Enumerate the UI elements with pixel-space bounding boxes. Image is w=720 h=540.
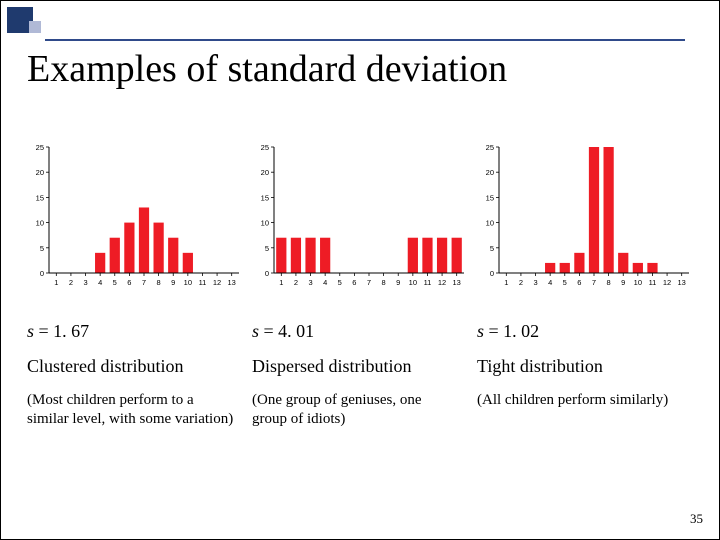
svg-text:5: 5 xyxy=(490,244,494,253)
svg-text:8: 8 xyxy=(157,278,161,287)
svg-text:10: 10 xyxy=(261,219,269,228)
svg-text:0: 0 xyxy=(265,269,269,278)
histogram-1: 051015202512345678910111213 xyxy=(252,141,468,291)
caption-col-1: s = 4. 01 Dispersed distribution (One gr… xyxy=(252,321,468,429)
svg-text:3: 3 xyxy=(533,278,537,287)
svg-text:12: 12 xyxy=(663,278,671,287)
svg-text:0: 0 xyxy=(490,269,494,278)
chart-0: 051015202512345678910111213 xyxy=(27,141,243,291)
svg-text:1: 1 xyxy=(504,278,508,287)
dist-desc-2: (All children perform similarly) xyxy=(477,391,685,410)
dist-name-0: Clustered distribution xyxy=(27,356,235,377)
svg-text:0: 0 xyxy=(40,269,44,278)
chart-1: 051015202512345678910111213 xyxy=(252,141,468,291)
svg-text:20: 20 xyxy=(486,168,494,177)
chart-2: 051015202512345678910111213 xyxy=(477,141,693,291)
svg-text:5: 5 xyxy=(563,278,567,287)
svg-text:2: 2 xyxy=(294,278,298,287)
svg-text:1: 1 xyxy=(279,278,283,287)
svg-text:12: 12 xyxy=(213,278,221,287)
s-value-1: s = 4. 01 xyxy=(252,321,460,342)
svg-text:25: 25 xyxy=(486,143,494,152)
s-value-2: s = 1. 02 xyxy=(477,321,685,342)
svg-text:11: 11 xyxy=(649,278,657,287)
svg-text:2: 2 xyxy=(69,278,73,287)
svg-text:7: 7 xyxy=(367,278,371,287)
svg-text:8: 8 xyxy=(607,278,611,287)
svg-text:3: 3 xyxy=(308,278,312,287)
svg-text:20: 20 xyxy=(36,168,44,177)
svg-text:25: 25 xyxy=(36,143,44,152)
svg-text:11: 11 xyxy=(199,278,207,287)
dist-name-1: Dispersed distribution xyxy=(252,356,460,377)
svg-text:2: 2 xyxy=(519,278,523,287)
svg-text:1: 1 xyxy=(54,278,58,287)
svg-text:6: 6 xyxy=(577,278,581,287)
svg-text:15: 15 xyxy=(486,193,494,202)
deco-square-small xyxy=(29,21,41,33)
svg-text:10: 10 xyxy=(409,278,417,287)
s-number-0: 1. 67 xyxy=(53,321,89,341)
svg-text:10: 10 xyxy=(36,219,44,228)
svg-text:10: 10 xyxy=(634,278,642,287)
svg-text:10: 10 xyxy=(486,219,494,228)
s-number-1: 4. 01 xyxy=(278,321,314,341)
svg-text:5: 5 xyxy=(40,244,44,253)
svg-text:12: 12 xyxy=(438,278,446,287)
svg-text:13: 13 xyxy=(228,278,236,287)
dist-desc-1: (One group of geniuses, one group of idi… xyxy=(252,391,460,429)
svg-text:10: 10 xyxy=(184,278,192,287)
svg-text:9: 9 xyxy=(621,278,625,287)
caption-col-2: s = 1. 02 Tight distribution (All childr… xyxy=(477,321,693,429)
svg-text:5: 5 xyxy=(265,244,269,253)
dist-name-2: Tight distribution xyxy=(477,356,685,377)
caption-col-0: s = 1. 67 Clustered distribution (Most c… xyxy=(27,321,243,429)
svg-text:9: 9 xyxy=(171,278,175,287)
svg-text:15: 15 xyxy=(36,193,44,202)
svg-text:6: 6 xyxy=(352,278,356,287)
dist-desc-0: (Most children perform to a similar leve… xyxy=(27,391,235,429)
svg-text:5: 5 xyxy=(338,278,342,287)
captions-row: s = 1. 67 Clustered distribution (Most c… xyxy=(27,321,693,429)
svg-text:4: 4 xyxy=(98,278,102,287)
svg-text:4: 4 xyxy=(323,278,327,287)
svg-text:6: 6 xyxy=(127,278,131,287)
svg-text:5: 5 xyxy=(113,278,117,287)
svg-text:8: 8 xyxy=(382,278,386,287)
slide: Examples of standard deviation 051015202… xyxy=(0,0,720,540)
svg-text:25: 25 xyxy=(261,143,269,152)
svg-text:13: 13 xyxy=(453,278,461,287)
svg-text:13: 13 xyxy=(678,278,686,287)
s-number-2: 1. 02 xyxy=(503,321,539,341)
svg-text:3: 3 xyxy=(83,278,87,287)
svg-text:7: 7 xyxy=(592,278,596,287)
s-value-0: s = 1. 67 xyxy=(27,321,235,342)
histogram-2: 051015202512345678910111213 xyxy=(477,141,693,291)
svg-text:20: 20 xyxy=(261,168,269,177)
histogram-0: 051015202512345678910111213 xyxy=(27,141,243,291)
svg-text:4: 4 xyxy=(548,278,552,287)
page-number: 35 xyxy=(690,511,703,527)
page-title: Examples of standard deviation xyxy=(27,47,507,91)
deco-rule xyxy=(45,39,685,41)
svg-text:7: 7 xyxy=(142,278,146,287)
svg-text:9: 9 xyxy=(396,278,400,287)
svg-text:11: 11 xyxy=(424,278,432,287)
svg-text:15: 15 xyxy=(261,193,269,202)
charts-row: 051015202512345678910111213 051015202512… xyxy=(27,141,693,291)
